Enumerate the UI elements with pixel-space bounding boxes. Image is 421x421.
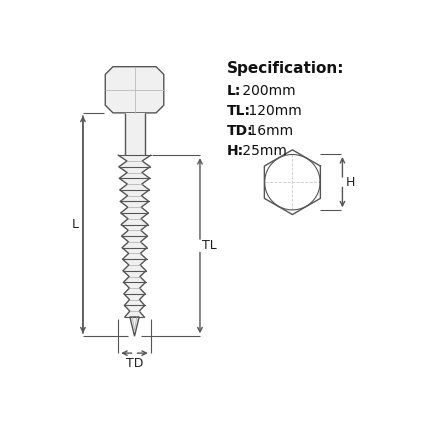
Text: 16mm: 16mm bbox=[244, 124, 293, 138]
Text: TL:: TL: bbox=[227, 104, 251, 117]
Text: H:: H: bbox=[227, 144, 244, 158]
Text: TL: TL bbox=[202, 239, 216, 252]
Text: TD: TD bbox=[126, 357, 143, 370]
Text: TD:: TD: bbox=[227, 124, 253, 138]
Polygon shape bbox=[118, 155, 151, 317]
Text: H: H bbox=[346, 176, 355, 189]
Polygon shape bbox=[125, 113, 144, 155]
Text: 25mm: 25mm bbox=[238, 144, 288, 158]
Text: 120mm: 120mm bbox=[244, 104, 302, 117]
Polygon shape bbox=[130, 317, 139, 336]
Text: L:: L: bbox=[227, 84, 241, 98]
Text: 200mm: 200mm bbox=[238, 84, 296, 98]
Text: Specification:: Specification: bbox=[227, 61, 344, 75]
Polygon shape bbox=[105, 67, 164, 113]
Text: L: L bbox=[72, 218, 79, 231]
